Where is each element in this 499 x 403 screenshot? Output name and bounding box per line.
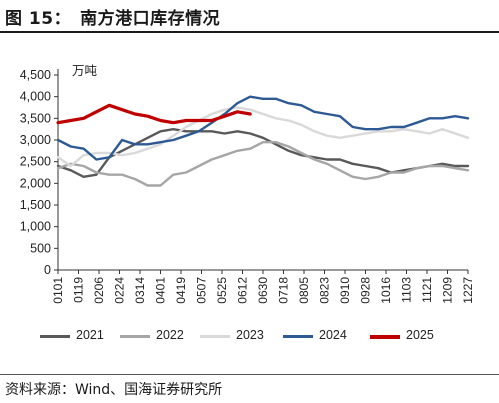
legend-label-2024: 2024 (319, 328, 347, 342)
y-unit-label: 万吨 (72, 63, 98, 78)
legend-label-2025: 2025 (406, 328, 434, 342)
x-tick-label: 0805 (297, 277, 311, 304)
legend-label-2021: 2021 (76, 328, 104, 342)
series-line-2021 (56, 127, 470, 179)
y-tick-label: 3,000 (20, 133, 51, 147)
legend-swatch-2024 (283, 335, 313, 338)
chart-legend: 2021 2022 2023 2024 2025 (0, 322, 499, 348)
series-line-2024 (56, 95, 470, 161)
x-tick-label: 0119 (72, 277, 86, 303)
y-tick-label: 1,500 (20, 198, 51, 212)
footer-divider (0, 374, 499, 375)
series-line-2025 (56, 103, 252, 125)
y-tick-label: 4,000 (20, 90, 51, 104)
x-tick-label: 0206 (92, 277, 106, 304)
y-tick-label: 0 (44, 263, 51, 277)
legend-swatch-2025 (370, 335, 400, 339)
series-line-2022 (56, 140, 470, 187)
y-tick-label: 2,000 (20, 176, 51, 190)
y-tick-label: 4,500 (20, 68, 51, 82)
y-tick-label: 2,500 (20, 155, 51, 169)
x-tick-label: 0910 (338, 277, 352, 304)
x-tick-label: 0823 (318, 277, 332, 304)
figure-header: 图 15： 南方港口库存情况 (0, 0, 499, 34)
legend-label-2022: 2022 (156, 328, 184, 342)
legend-swatch-2021 (40, 335, 70, 338)
x-tick-label: 0928 (359, 277, 373, 304)
x-tick-label: 0612 (236, 277, 250, 304)
series-line-2023 (56, 106, 470, 168)
x-tick-label: 0419 (174, 277, 188, 304)
legend-swatch-2022 (120, 335, 150, 338)
x-tick-label: 0525 (215, 277, 229, 304)
x-tick-label: 0101 (51, 277, 65, 304)
legend-label-2023: 2023 (236, 328, 264, 342)
x-tick-label: 1227 (461, 277, 475, 304)
source-note: 资料来源：Wind、国海证券研究所 (5, 382, 223, 398)
title-divider (0, 31, 499, 33)
figure-title: 图 15： 南方港口库存情况 (5, 9, 221, 29)
x-tick-label: 0718 (277, 277, 291, 304)
x-tick-label: 0401 (154, 277, 168, 304)
x-tick-label: 1209 (441, 277, 455, 304)
y-tick-label: 3,500 (20, 111, 51, 125)
x-tick-label: 0314 (133, 277, 147, 304)
x-tick-label: 1016 (379, 277, 393, 304)
y-tick-label: 500 (30, 241, 51, 255)
x-tick-label: 0507 (195, 277, 209, 304)
x-tick-label: 1103 (400, 277, 414, 303)
x-tick-label: 0224 (113, 277, 127, 304)
inventory-line-chart: 万吨 0 500 1,000 1,500 2,000 2,500 3,000 3,500 4,00… (20, 63, 475, 304)
x-tick-label: 1121 (420, 277, 434, 303)
y-tick-label: 1,000 (20, 220, 51, 234)
x-tick-label: 0630 (256, 277, 270, 304)
legend-swatch-2023 (200, 335, 230, 338)
